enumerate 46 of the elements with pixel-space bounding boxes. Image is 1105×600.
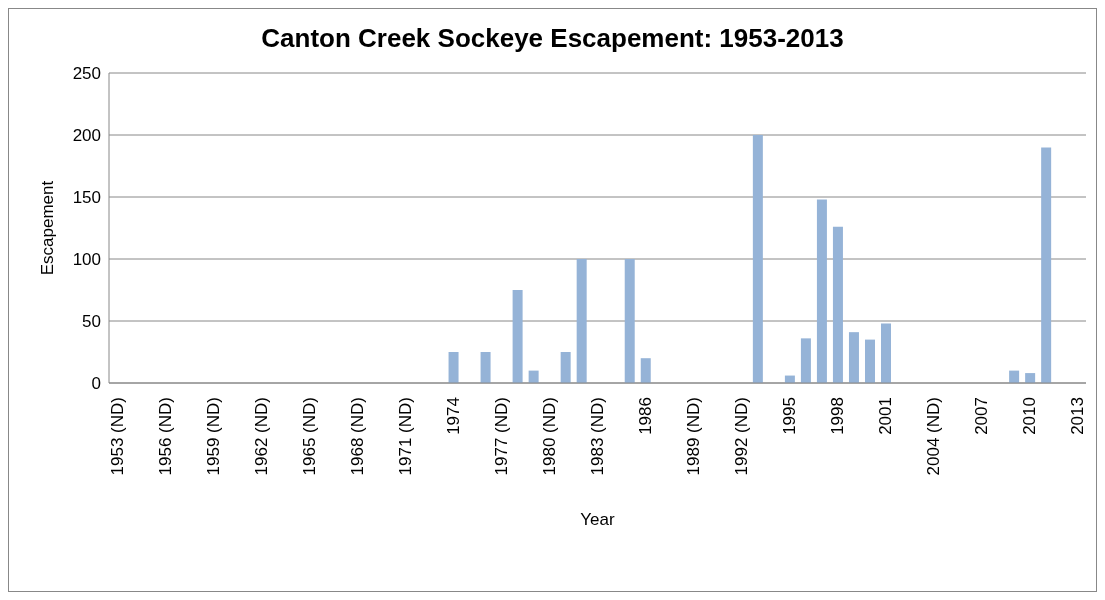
bar	[1041, 147, 1052, 383]
bar	[480, 352, 491, 383]
x-tick-label: 2010	[1020, 397, 1040, 435]
bar	[560, 352, 571, 383]
y-tick-label: 0	[91, 374, 101, 394]
bar	[624, 259, 635, 383]
x-tick-label: 1953 (ND)	[107, 397, 127, 476]
x-tick-label: 1977 (ND)	[491, 397, 511, 476]
bar	[864, 339, 875, 383]
y-tick-label: 200	[72, 126, 101, 146]
bar	[448, 352, 459, 383]
x-tick-label: 1989 (ND)	[684, 397, 704, 476]
bar	[1025, 373, 1036, 383]
x-tick-label: 2001	[876, 397, 896, 435]
x-tick-label: 1983 (ND)	[588, 397, 607, 476]
x-tick-label: 1965 (ND)	[299, 397, 319, 476]
y-tick-label: 150	[72, 188, 101, 208]
bar	[800, 338, 811, 383]
x-tick-label: 1995	[780, 397, 800, 435]
x-tick-label: 1986	[636, 397, 656, 435]
y-tick-label: 50	[82, 312, 101, 332]
x-tick-label: 1974	[443, 397, 463, 435]
bar	[752, 135, 763, 383]
x-tick-label: 2013	[1068, 397, 1088, 435]
y-axis-title: Escapement	[38, 180, 58, 276]
bar	[848, 332, 859, 383]
bar	[832, 226, 843, 383]
y-tick-label: 100	[72, 250, 101, 270]
x-tick-label: 1971 (ND)	[395, 397, 415, 476]
bar	[880, 323, 891, 383]
bar	[816, 199, 827, 383]
x-tick-label: 1959 (ND)	[203, 397, 223, 476]
x-tick-label: 1992 (ND)	[732, 397, 752, 476]
x-tick-label: 2004 (ND)	[924, 397, 944, 476]
x-tick-label: 2007	[972, 397, 992, 435]
x-tick-label: 1968 (ND)	[347, 397, 367, 476]
x-axis-title: Year	[580, 510, 616, 529]
y-tick-label: 250	[72, 64, 101, 84]
x-tick-label: 1956 (ND)	[155, 397, 175, 476]
bar	[576, 259, 587, 383]
chart-title: Canton Creek Sockeye Escapement: 1953-2013	[260, 22, 845, 55]
bar	[512, 290, 523, 383]
x-tick-label: 1962 (ND)	[251, 397, 271, 476]
x-tick-label: 1998	[828, 397, 848, 435]
bar	[640, 358, 651, 383]
x-tick-label: 1980 (ND)	[539, 397, 559, 476]
